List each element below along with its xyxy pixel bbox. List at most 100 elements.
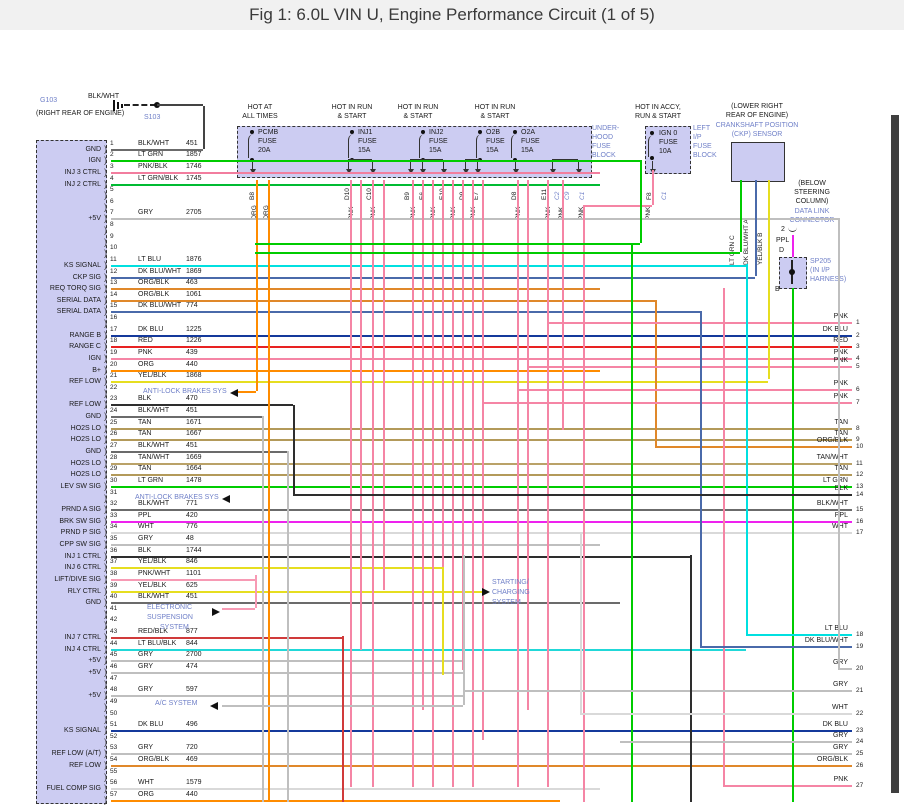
sp205-name: SP205 — [810, 258, 831, 266]
pcm-signal-label: PRND P SIG — [38, 529, 101, 537]
wire-color-name: ORG/BLK — [138, 279, 169, 287]
pin-cavity-icon: ) — [104, 180, 107, 189]
right-pin-number: 6 — [856, 386, 860, 394]
circuit-number: 1857 — [186, 151, 202, 159]
right-pin-wire-color: GRY — [768, 681, 848, 689]
circuit-number: 1664 — [186, 465, 202, 473]
pcm-signal-label: INJ 4 CTRL — [38, 646, 101, 654]
pin-cavity-icon: ) — [104, 366, 107, 375]
right-pin-wire-color: LT BLU — [768, 625, 848, 633]
pcm-signal-label: IGN — [38, 355, 101, 363]
pin-number: 49 — [110, 698, 117, 706]
circuit-number: 440 — [186, 361, 198, 369]
wire-vertical — [517, 180, 519, 787]
pin-number: 29 — [110, 465, 117, 473]
pcm-signal-label: INJ 7 CTRL — [38, 634, 101, 642]
wire-color-name: DK BLU — [138, 721, 163, 729]
right-pin-number: 1 — [856, 319, 860, 327]
wire-vertical — [452, 180, 454, 787]
circuit-number: 2705 — [186, 209, 202, 217]
pcm-signal-label: +5V — [38, 215, 101, 223]
wire-vertical — [547, 180, 549, 787]
sp205-pin-b: B — [775, 286, 780, 294]
right-pin-number: 2 — [856, 332, 860, 340]
connector-id: C1 — [579, 180, 586, 200]
wire-color-name: BLK/WHT — [138, 407, 169, 415]
ckp-pin-tag: YEL/BLK B — [757, 187, 764, 265]
right-pin-number: 4 — [856, 355, 860, 363]
pcm-pin-wire — [111, 218, 838, 220]
pin-cavity-icon: ) — [104, 482, 107, 491]
pin-number: 39 — [110, 582, 117, 590]
pcm-pin-wire — [111, 567, 442, 569]
circuit-number: 1745 — [186, 175, 202, 183]
wire-vertical — [562, 180, 564, 430]
fuse-element-icon — [348, 134, 356, 158]
circuit-number: 1226 — [186, 337, 202, 345]
pin-number: 14 — [110, 291, 117, 299]
right-pin-number: 15 — [856, 506, 863, 514]
pcm-signal-label: GND — [38, 599, 101, 607]
pcm-signal-label: +5V — [38, 692, 101, 700]
right-pin-number: 26 — [856, 762, 863, 770]
wire-color-name: GRY — [138, 744, 153, 752]
wire-color-name: LT GRN/BLK — [138, 175, 178, 183]
arrow-left-icon — [230, 389, 238, 397]
pin-cavity-icon: ) — [104, 645, 107, 654]
pin-cavity-icon: ) — [104, 238, 107, 247]
pin-cavity-icon: ) — [104, 214, 107, 223]
pin-cavity-icon: ) — [104, 319, 107, 328]
pin-number: 53 — [110, 744, 117, 752]
pin-cavity-icon: ) — [104, 668, 107, 677]
fuse-amp: 15A — [429, 147, 441, 155]
wire-color-name: DK BLU/WHT — [138, 302, 181, 310]
wire-color-name: PNK — [138, 349, 152, 357]
fuse-word: FUSE — [358, 138, 377, 146]
pin-cavity-icon: ) — [104, 412, 107, 421]
arrow-left-icon — [210, 702, 218, 710]
wire-color-name: BLK/WHT — [138, 140, 169, 148]
pin-number: 17 — [110, 326, 117, 334]
fuse-word: FUSE — [659, 139, 678, 147]
ckp-sensor-box — [731, 142, 785, 182]
pcm-signal-label: INJ 2 CTRL — [38, 181, 101, 189]
pin-cavity-icon: ) — [104, 331, 107, 340]
wire-vertical — [652, 170, 654, 205]
pin-cavity-icon: ) — [104, 703, 107, 712]
pin-cavity-icon: ) — [104, 598, 107, 607]
dlc-name-1: DATA LINK — [795, 208, 830, 216]
pin-number: 26 — [110, 430, 117, 438]
pin-number: 34 — [110, 523, 117, 531]
pcm-pin-wire — [111, 416, 262, 418]
annotation-ac: A/C SYSTEM — [155, 700, 197, 708]
annotation-starting-charging: CHARGING — [492, 589, 530, 597]
right-pin-wire-color: DK BLU/WHT — [768, 637, 848, 645]
ckp-name-2: (CKP) SENSOR — [732, 131, 783, 139]
right-pin-number: 22 — [856, 710, 863, 718]
wire-vertical — [372, 180, 374, 787]
pcm-signal-label: INJ 3 CTRL — [38, 169, 101, 177]
pin-number: 37 — [110, 558, 117, 566]
wire-vertical — [755, 180, 757, 276]
right-pin-number: 19 — [856, 643, 863, 651]
circuit-number: 1225 — [186, 326, 202, 334]
pin-number: 9 — [110, 233, 114, 241]
pin-number: 16 — [110, 314, 117, 322]
ip-label-1: LEFT — [693, 125, 710, 133]
fuse-name: PCMB — [258, 129, 278, 137]
pin-cavity-icon: ) — [104, 540, 107, 549]
fuse-output-lead — [348, 161, 349, 169]
underhood-label-1: UNDER- — [592, 125, 619, 133]
pcm-pin-wire — [111, 265, 746, 267]
pin-cavity-icon: ) — [104, 796, 107, 805]
fuse-block-pin-id: B8 — [249, 180, 256, 200]
ground-location: (RIGHT REAR OF ENGINE) — [36, 110, 124, 118]
wire-vertical — [255, 575, 257, 608]
pcm-signal-label: CPP SW SIG — [38, 541, 101, 549]
pin-number: 8 — [110, 221, 114, 229]
pcm-pin-wire — [111, 753, 852, 755]
underhood-label-2: HOOD — [592, 134, 613, 142]
wire-vertical — [293, 405, 295, 494]
right-pin-number: 17 — [856, 529, 863, 537]
pcm-pin-wire — [111, 381, 768, 383]
